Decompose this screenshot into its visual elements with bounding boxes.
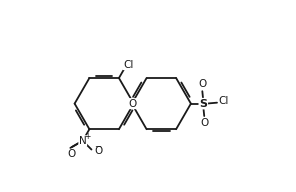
Text: Cl: Cl [218,96,229,106]
Text: O: O [94,146,103,156]
Text: O: O [67,149,75,159]
Text: −: − [94,142,102,151]
Text: N: N [79,136,87,146]
Text: O: O [198,79,206,89]
Text: +: + [84,132,90,141]
Text: O: O [129,99,137,109]
Text: O: O [200,118,208,128]
Text: S: S [199,99,207,109]
Text: Cl: Cl [123,60,133,70]
